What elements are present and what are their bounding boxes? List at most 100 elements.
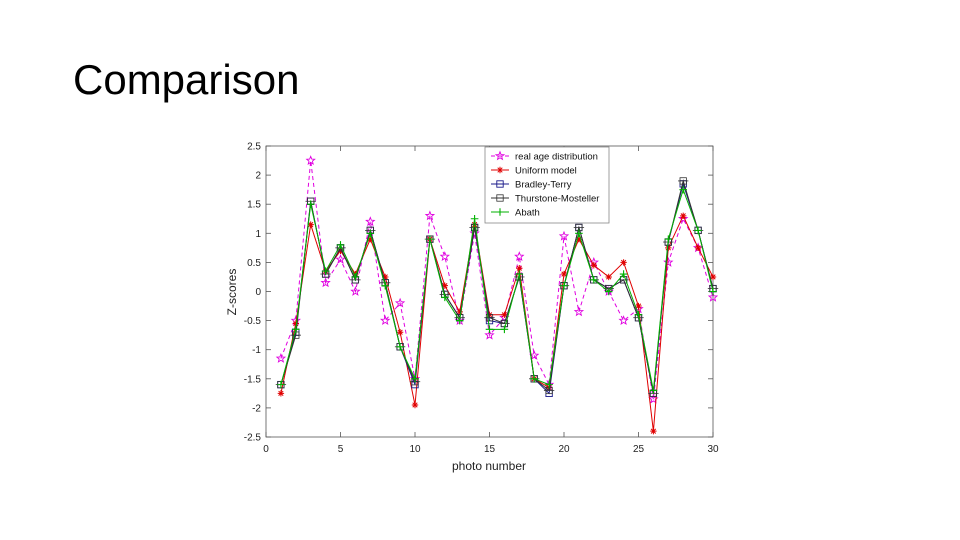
data-point-abath [500, 325, 509, 334]
data-point-uniform-model [590, 262, 597, 269]
data-point-uniform-model [680, 212, 687, 220]
legend-entry-real-age-distribution: real age distribution [491, 150, 598, 162]
data-point-real-age-distribution [663, 256, 674, 267]
data-point-uniform-model [277, 390, 285, 397]
data-point-real-age-distribution [707, 291, 719, 302]
legend-swatch-marker [494, 150, 506, 161]
legend-label: Bradley-Terry [515, 179, 572, 190]
y-tick-label: 0.5 [247, 258, 261, 269]
data-point-uniform-model [292, 320, 299, 327]
data-point-real-age-distribution [424, 210, 436, 221]
y-tick-label: -1 [252, 345, 261, 356]
data-point-abath [366, 229, 375, 238]
y-tick-label: -1.5 [244, 374, 262, 385]
data-point-uniform-model [694, 244, 702, 252]
data-point-abath [336, 241, 345, 249]
y-tick-label: -0.5 [244, 316, 262, 327]
legend-label: Abath [515, 207, 540, 218]
data-point-uniform-model [396, 329, 404, 336]
data-point-abath [396, 342, 404, 351]
data-point-uniform-model [516, 265, 523, 272]
data-point-uniform-model [650, 427, 657, 435]
y-tick-label: 1.5 [247, 200, 261, 211]
data-point-real-age-distribution [365, 216, 376, 227]
x-tick-label: 20 [558, 444, 570, 455]
y-axis-label: Z-scores [225, 269, 239, 316]
data-point-real-age-distribution [484, 329, 495, 340]
data-point-abath [321, 267, 330, 275]
legend: real age distribution Uniform model Bradle… [484, 146, 610, 224]
data-point-abath [277, 380, 285, 389]
data-point-real-age-distribution [394, 297, 406, 308]
data-point-abath [515, 270, 524, 278]
legend-swatch-marker [496, 208, 504, 216]
legend-entry-bradley-terry: Bradley-Terry [491, 179, 572, 190]
x-tick-label: 30 [707, 444, 719, 455]
data-point-abath [381, 281, 389, 290]
data-point-uniform-model [605, 273, 612, 281]
data-point-abath [575, 229, 583, 238]
data-point-uniform-model [367, 235, 374, 243]
data-point-abath [485, 325, 494, 334]
x-tick-label: 5 [338, 444, 344, 455]
legend-label: Uniform model [515, 165, 577, 176]
legend-swatch-marker [496, 166, 504, 174]
x-tick-label: 0 [263, 444, 269, 455]
data-point-uniform-model [665, 244, 672, 252]
data-point-uniform-model [709, 273, 717, 281]
legend-entry-thurstone-mosteller: Thurstone-Mosteller [491, 193, 599, 204]
data-point-uniform-model [441, 282, 448, 289]
legend-swatch-marker [494, 194, 506, 202]
y-axis: 2.5 2 1.5 1 0.5 0 -0.5 -1 -1.5 -2 -2.5 [244, 142, 713, 444]
data-point-real-age-distribution [335, 254, 346, 264]
data-point-real-age-distribution [678, 213, 689, 224]
series-line-thurstone-mosteller [280, 179, 714, 394]
data-point-abath [441, 293, 449, 302]
data-point-uniform-model [501, 311, 508, 318]
data-point-real-age-distribution [469, 227, 480, 238]
legend-entry-abath: Abath [491, 207, 540, 218]
data-point-abath [634, 310, 643, 319]
data-point-uniform-model [382, 273, 389, 281]
data-point-abath [619, 270, 628, 278]
slide-title: Comparison [73, 56, 300, 103]
series-abath [277, 185, 717, 395]
y-tick-label: -2 [252, 403, 261, 414]
data-point-real-age-distribution [350, 286, 361, 296]
data-point-real-age-distribution [558, 230, 570, 241]
data-point-abath [545, 380, 553, 389]
y-tick-label: 2.5 [247, 142, 261, 153]
legend-label: Thurstone-Mosteller [515, 193, 599, 204]
legend-label: real age distribution [515, 151, 598, 162]
y-tick-label: 1 [255, 229, 261, 240]
data-point-thurstone-mosteller [469, 223, 480, 232]
data-point-abath [604, 287, 613, 296]
x-axis: 0 5 10 15 20 25 30 [263, 146, 719, 455]
data-point-abath [306, 200, 315, 208]
data-point-uniform-model [620, 259, 627, 266]
data-point-abath [679, 185, 687, 194]
series-line-abath [280, 188, 714, 391]
data-point-abath [649, 386, 658, 395]
series-line-real-age-distribution [280, 160, 714, 400]
data-point-abath [694, 226, 702, 235]
data-point-real-age-distribution [320, 277, 331, 288]
x-tick-label: 10 [409, 444, 421, 455]
data-point-real-age-distribution [573, 306, 585, 317]
data-point-abath [455, 316, 464, 325]
data-point-abath [426, 235, 434, 243]
data-point-thurstone-mosteller [678, 177, 689, 185]
y-tick-label: 2 [255, 171, 261, 182]
data-point-real-age-distribution [618, 315, 629, 326]
data-point-abath [292, 325, 300, 334]
data-point-abath [411, 375, 419, 383]
data-point-real-age-distribution [275, 352, 287, 363]
data-point-real-age-distribution [439, 251, 450, 261]
legend-entry-uniform-model: Uniform model [491, 165, 577, 176]
data-point-real-age-distribution [305, 155, 316, 165]
data-point-uniform-model [635, 302, 642, 310]
x-axis-label: photo number [452, 459, 526, 473]
data-point-real-age-distribution [514, 251, 525, 261]
data-point-abath [560, 281, 568, 290]
